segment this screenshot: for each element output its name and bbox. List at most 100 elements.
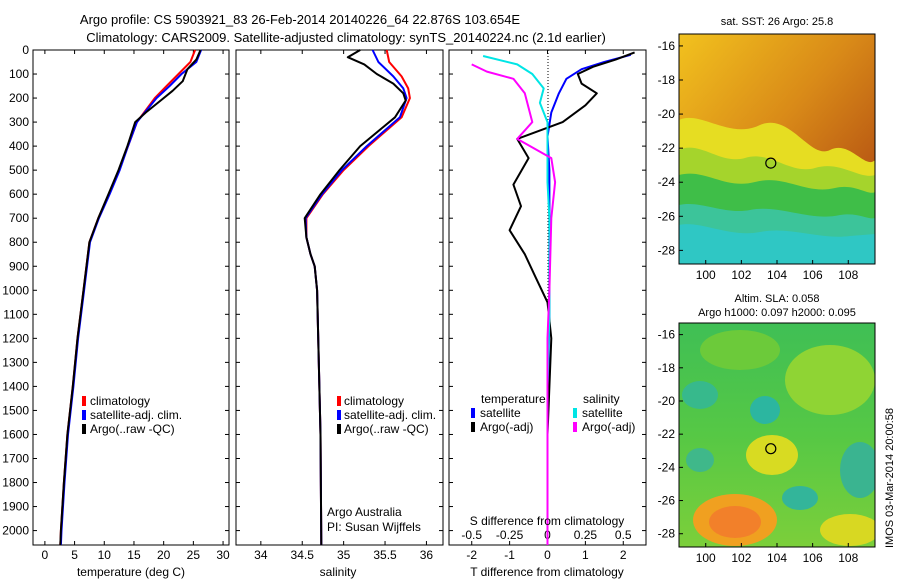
temperature-xlabel: temperature (deg C) xyxy=(77,565,185,579)
t-diff-xlabel: T difference from climatology xyxy=(470,565,624,579)
map-x-tick-label: 100 xyxy=(696,268,716,282)
series-line-argo-raw-qc xyxy=(59,49,202,546)
argo-location-marker xyxy=(765,443,777,455)
x-tick-label: 1 xyxy=(582,548,589,562)
legend-swatch-s-satellite xyxy=(573,408,577,418)
x2-tick-label: 0.5 xyxy=(615,528,632,542)
title-line-2: Climatology: CARS2009. Satellite-adjuste… xyxy=(86,30,606,45)
x-tick-label: 0 xyxy=(544,548,551,562)
legend-swatch-climatology xyxy=(337,396,341,406)
y-tick-label: 1000 xyxy=(2,283,29,297)
y-tick-label: 1900 xyxy=(2,500,29,514)
map-y-tick-label: -16 xyxy=(658,328,676,342)
sla-map-subtitle: Argo h1000: 0.097 h2000: 0.095 xyxy=(698,307,856,319)
y-tick-label: 1500 xyxy=(2,403,29,417)
legend-swatch-satellite xyxy=(82,410,86,420)
map-y-tick-label: -28 xyxy=(658,243,676,257)
y-tick-label: 700 xyxy=(9,211,29,225)
map-x-tick-label: 100 xyxy=(696,551,716,565)
pi-label: PI: Susan Wijffels xyxy=(327,520,421,534)
map-x-tick-label: 108 xyxy=(838,268,858,282)
salinity-legend: climatology satellite-adj. clim. Argo(..… xyxy=(337,394,436,436)
x-tick-label: 35 xyxy=(337,548,351,562)
x-tick-label: -1 xyxy=(504,548,515,562)
y-tick-label: 900 xyxy=(9,259,29,273)
legend-swatch-climatology xyxy=(82,396,86,406)
legend-label-t-argo: Argo(-adj) xyxy=(480,420,533,434)
legend-label-argo: Argo(..raw -QC) xyxy=(90,422,175,436)
map-y-tick-label: -26 xyxy=(658,494,676,508)
y-tick-label: 300 xyxy=(9,115,29,129)
y-tick-label: 100 xyxy=(9,67,29,81)
legend-label-satellite: satellite-adj. clim. xyxy=(90,408,182,422)
sst-map-title: sat. SST: 26 Argo: 25.8 xyxy=(721,16,834,28)
x-tick-label: 25 xyxy=(187,548,201,562)
map-y-tick-label: -22 xyxy=(658,427,676,441)
temperature-legend: climatology satellite-adj. clim. Argo(..… xyxy=(82,394,182,436)
y-tick-label: 1300 xyxy=(2,355,29,369)
series-line-t-satellite xyxy=(546,53,632,545)
series-line-climatology xyxy=(59,49,197,546)
map-y-tick-label: -18 xyxy=(658,73,676,87)
map-x-tick-label: 102 xyxy=(731,551,751,565)
series-line-argo-raw-qc xyxy=(303,49,407,546)
x-tick-label: 35.5 xyxy=(373,548,397,562)
map-y-tick-label: -24 xyxy=(658,175,676,189)
y-tick-label: 2000 xyxy=(2,524,29,538)
legend-swatch-satellite xyxy=(337,410,341,420)
x-tick-label: 20 xyxy=(157,548,171,562)
argo-location-marker xyxy=(765,157,777,169)
map-x-tick-label: 108 xyxy=(838,551,858,565)
map-y-tick-label: -20 xyxy=(658,107,676,121)
salinity-axes-box xyxy=(235,49,444,546)
map-x-tick-label: 104 xyxy=(767,551,787,565)
x-tick-label: 15 xyxy=(127,548,141,562)
sla-map: Altim. SLA: 0.058 Argo h1000: 0.097 h200… xyxy=(658,293,876,565)
x2-tick-label: 0.25 xyxy=(574,528,598,542)
x-tick-label: 30 xyxy=(216,548,230,562)
y-tick-label: 1200 xyxy=(2,331,29,345)
y-tick-label: 0 xyxy=(22,43,29,57)
x-tick-label: 36 xyxy=(420,548,434,562)
y-tick-label: 1100 xyxy=(3,307,29,321)
legend-swatch-argo xyxy=(82,424,86,434)
map-y-tick-label: -20 xyxy=(658,394,676,408)
sla-map-title: Altim. SLA: 0.058 xyxy=(735,293,820,305)
map-x-tick-label: 104 xyxy=(767,268,787,282)
legend-swatch-argo xyxy=(337,424,341,434)
s-diff-xlabel: S difference from climatology xyxy=(470,514,625,528)
legend-label-climatology: climatology xyxy=(90,394,150,408)
y-tick-label: 1600 xyxy=(2,427,29,441)
map-y-tick-label: -28 xyxy=(658,527,676,541)
legend-swatch-s-argo xyxy=(573,422,577,432)
map-y-tick-label: -16 xyxy=(658,39,676,53)
x-tick-label: 2 xyxy=(620,548,627,562)
sst-map: sat. SST: 26 Argo: 25.8 -16 -18 -20 -22 -24 -… xyxy=(658,16,876,282)
x-tick-label: 5 xyxy=(71,548,78,562)
y-tick-label: 600 xyxy=(9,187,29,201)
map-x-tick-label: 106 xyxy=(803,268,823,282)
x-tick-label: 34 xyxy=(254,548,268,562)
difference-legend: temperature salinity satellite Argo(-adj… xyxy=(471,392,635,434)
imos-timestamp: IMOS 03-Mar-2014 20:00:58 xyxy=(884,408,896,548)
y-tick-label: 400 xyxy=(9,139,29,153)
x2-tick-label: -0.25 xyxy=(496,528,524,542)
x-tick-label: 10 xyxy=(98,548,112,562)
map-y-tick-label: -18 xyxy=(658,361,676,375)
sst-heatmap-field xyxy=(679,34,875,264)
salinity-xlabel: salinity xyxy=(320,565,357,579)
series-line-climatology xyxy=(305,49,411,546)
legend-label-t-satellite: satellite xyxy=(480,406,521,420)
y-tick-label: 200 xyxy=(9,91,29,105)
legend-swatch-t-argo xyxy=(471,422,475,432)
map-x-tick-label: 102 xyxy=(731,268,751,282)
y-tick-label: 1800 xyxy=(2,476,29,490)
map-y-tick-label: -22 xyxy=(658,141,676,155)
x-tick-label: 34.5 xyxy=(291,548,315,562)
legend-title-temperature: temperature xyxy=(481,392,546,406)
sla-heatmap-field xyxy=(679,323,875,547)
legend-label-climatology: climatology xyxy=(344,394,404,408)
map-y-tick-label: -26 xyxy=(658,209,676,223)
legend-swatch-t-satellite xyxy=(471,408,475,418)
